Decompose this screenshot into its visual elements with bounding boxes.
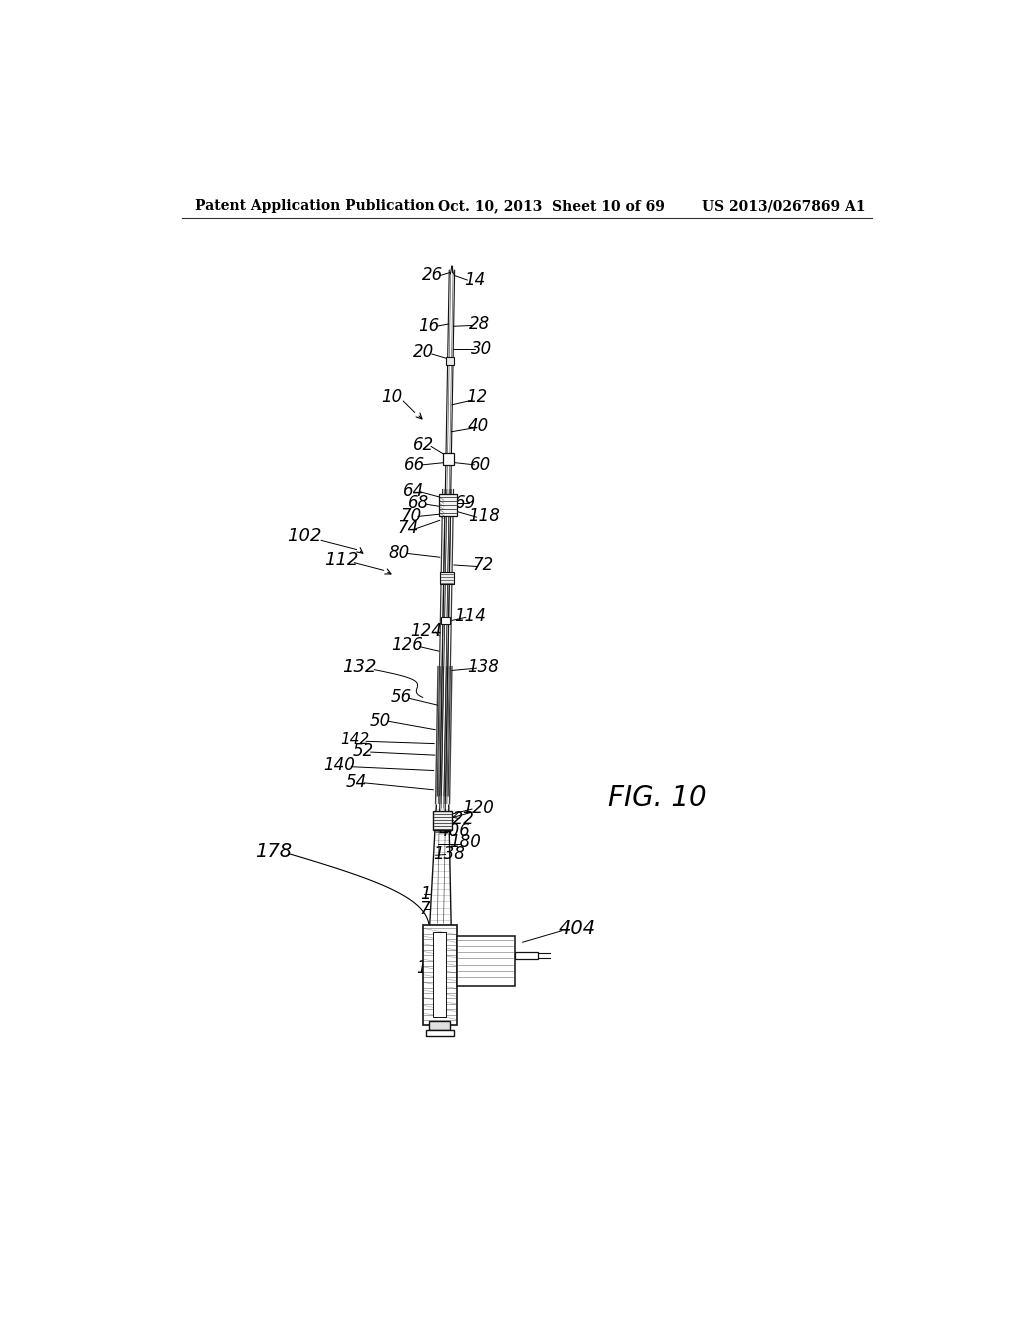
Text: 114: 114 [455, 607, 486, 624]
Text: 80: 80 [389, 544, 410, 561]
Text: 138: 138 [467, 657, 499, 676]
Bar [423, 924, 457, 1024]
Bar [457, 936, 515, 986]
Bar [426, 1030, 454, 1036]
Text: 52: 52 [352, 742, 374, 760]
Text: 178: 178 [255, 842, 292, 861]
Text: 136: 136 [445, 949, 477, 966]
Bar [441, 616, 451, 624]
Text: 50: 50 [370, 711, 390, 730]
Text: 72: 72 [472, 556, 494, 574]
Bar [515, 952, 538, 960]
Text: 68: 68 [408, 495, 429, 512]
Text: 14: 14 [465, 271, 485, 289]
Text: 20: 20 [414, 343, 434, 362]
Text: 54: 54 [346, 774, 368, 791]
Text: 74: 74 [398, 519, 419, 537]
Bar [433, 812, 452, 830]
Text: 28: 28 [468, 315, 489, 333]
Text: 62: 62 [414, 436, 434, 454]
Text: 118: 118 [469, 507, 501, 524]
Bar [443, 453, 454, 465]
Text: 139: 139 [461, 972, 493, 990]
Text: 132: 132 [342, 657, 376, 676]
Text: 142: 142 [340, 733, 370, 747]
Bar [429, 1020, 451, 1030]
Text: FIG. 10: FIG. 10 [608, 784, 708, 812]
Text: 16: 16 [418, 317, 439, 335]
Bar [433, 932, 445, 1016]
Text: 112: 112 [324, 552, 358, 569]
Text: 70: 70 [400, 507, 422, 524]
Text: 40: 40 [468, 417, 488, 436]
Text: 12: 12 [466, 388, 487, 407]
Text: 404: 404 [559, 919, 596, 939]
Text: 140: 140 [323, 756, 354, 774]
Text: 60: 60 [470, 455, 492, 474]
Text: US 2013/0267869 A1: US 2013/0267869 A1 [701, 199, 865, 213]
Text: Patent Application Publication: Patent Application Publication [196, 199, 435, 213]
Bar [438, 494, 457, 516]
Text: 122: 122 [442, 810, 474, 828]
Bar [446, 358, 455, 364]
Bar [439, 572, 454, 585]
Text: 64: 64 [402, 482, 424, 500]
Text: 144: 144 [416, 960, 447, 977]
Text: 30: 30 [471, 341, 492, 358]
Text: 69: 69 [456, 495, 476, 512]
Text: 56: 56 [390, 689, 412, 706]
Text: 126: 126 [391, 636, 423, 653]
Text: 7: 7 [420, 900, 430, 919]
Text: 1: 1 [420, 884, 431, 903]
Text: 124: 124 [411, 622, 442, 640]
Text: 102: 102 [288, 527, 322, 545]
Text: 26: 26 [422, 267, 443, 284]
Text: 120: 120 [463, 799, 495, 817]
Text: Oct. 10, 2013  Sheet 10 of 69: Oct. 10, 2013 Sheet 10 of 69 [438, 199, 665, 213]
Text: 138: 138 [434, 845, 466, 863]
Text: 180: 180 [450, 833, 481, 851]
Text: 66: 66 [404, 455, 425, 474]
Text: 406: 406 [439, 821, 471, 840]
Text: 134: 134 [481, 939, 513, 957]
Text: 10: 10 [381, 388, 402, 407]
